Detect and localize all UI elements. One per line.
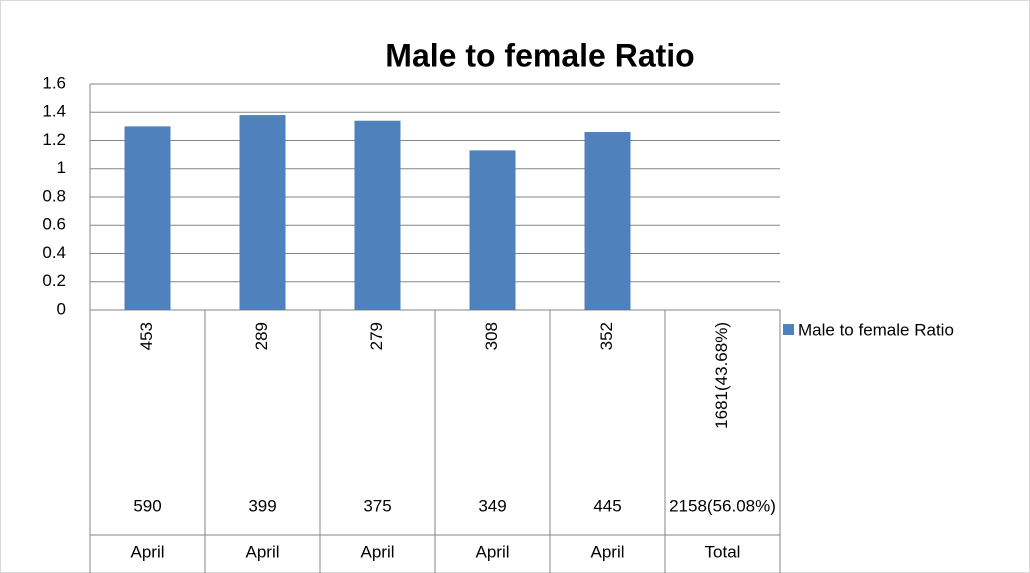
bar <box>239 115 286 310</box>
chart-title: Male to female Ratio <box>385 37 694 73</box>
y-tick-label: 0.8 <box>42 186 66 205</box>
category-label-level-3: April <box>130 542 164 561</box>
category-label-level-1: 289 <box>252 322 271 350</box>
bar <box>354 120 401 310</box>
category-label-level-1: 352 <box>597 322 616 350</box>
y-tick-label: 0.4 <box>42 243 66 262</box>
category-label-level-1: 1681(43.68%) <box>712 322 731 429</box>
category-label-level-2: 2158(56.08%) <box>669 496 776 515</box>
y-tick-label: 1.2 <box>42 130 66 149</box>
y-tick-label: 1 <box>57 158 66 177</box>
category-label-level-2: 375 <box>363 496 391 515</box>
category-label-level-2: 349 <box>478 496 506 515</box>
category-label-level-3: Total <box>705 542 741 561</box>
category-label-level-3: April <box>360 542 394 561</box>
category-label-level-2: 590 <box>133 496 161 515</box>
legend-swatch <box>783 324 794 335</box>
category-label-level-3: April <box>590 542 624 561</box>
y-tick-label: 0 <box>57 299 66 318</box>
category-label-level-2: 399 <box>248 496 276 515</box>
category-label-level-1: 453 <box>137 322 156 350</box>
bar <box>584 132 631 310</box>
bar <box>124 126 171 310</box>
y-tick-label: 0.6 <box>42 215 66 234</box>
category-label-level-1: 308 <box>482 322 501 350</box>
legend-label: Male to female Ratio <box>798 320 954 339</box>
bar <box>469 150 516 310</box>
category-label-level-3: April <box>245 542 279 561</box>
category-label-level-2: 445 <box>593 496 621 515</box>
y-tick-label: 1.6 <box>42 73 66 92</box>
category-label-level-1: 279 <box>367 322 386 350</box>
category-label-level-3: April <box>475 542 509 561</box>
y-tick-label: 0.2 <box>42 271 66 290</box>
y-tick-label: 1.4 <box>42 102 66 121</box>
